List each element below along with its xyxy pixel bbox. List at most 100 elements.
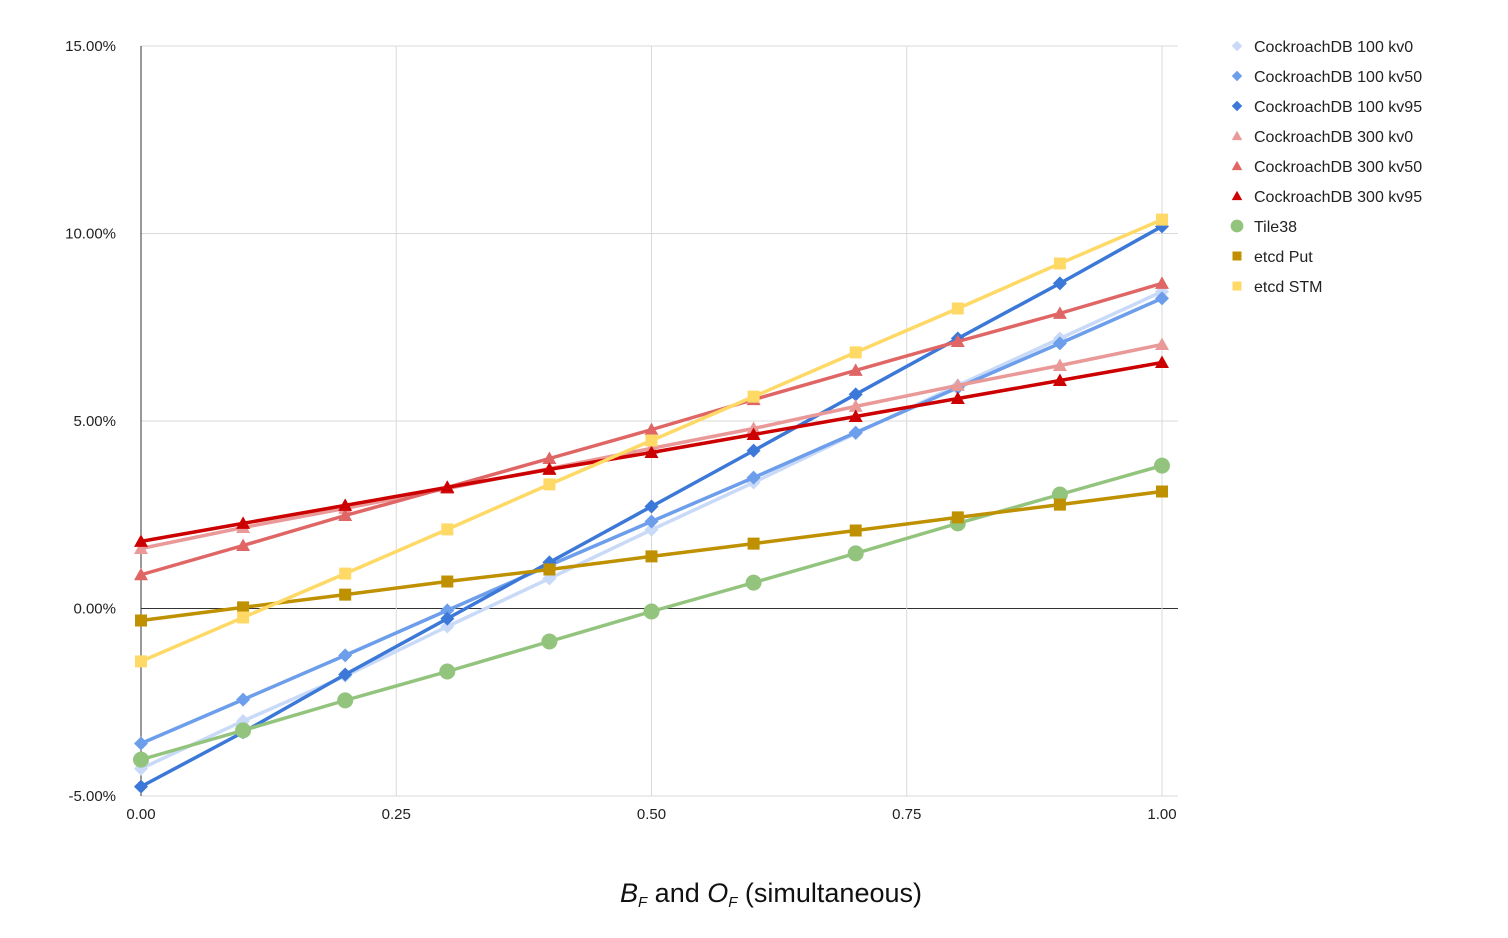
x-label-b: B [619,878,638,908]
legend-label: CockroachDB 100 kv95 [1254,99,1422,116]
x-label-o: O [707,878,729,908]
square-marker [1053,257,1066,270]
legend-label: CockroachDB 300 kv50 [1254,159,1422,176]
triangle-marker [848,363,863,376]
triangle-marker [236,516,251,529]
diamond-marker [848,387,863,402]
diamond-marker [644,522,659,537]
square-marker [135,614,147,627]
y-tick-label: 10.00% [65,226,116,243]
diamond-marker [1155,291,1169,306]
legend-item: CockroachDB 100 kv95 [1231,99,1422,116]
series-etcd-stm [135,213,1168,668]
legend-item: CockroachDB 300 kv95 [1231,189,1422,206]
diamond-marker [1052,336,1067,351]
diamond-marker [644,499,659,514]
legend-item: Tile38 [1230,219,1297,236]
series-etcd-put [135,485,1168,627]
legend-label: CockroachDB 100 kv0 [1254,39,1413,56]
x-label-b-sub: F [638,894,648,911]
square-marker [237,601,250,614]
series-cockroachdb-300-kv95 [134,355,1169,547]
diamond-marker [644,514,659,529]
diamond-marker [746,443,761,458]
diamond-marker [1052,276,1067,291]
triangle-marker [542,462,557,475]
triangle-marker [950,391,965,404]
circle-marker [847,545,864,562]
diamond-marker [440,611,455,626]
x-tick-label: 0.25 [382,806,411,823]
circle-marker [133,751,149,768]
square-marker [645,434,658,447]
triangle-marker [950,378,965,391]
square-marker [1232,281,1242,291]
triangle-marker [1231,130,1243,141]
y-tick-label: -5.00% [68,788,116,805]
triangle-marker [338,498,353,511]
diamond-marker [134,779,148,794]
circle-marker [1230,219,1244,233]
square-marker [849,524,862,537]
triangle-marker [1155,337,1169,350]
x-tick-label: 0.75 [892,806,921,823]
diamond-marker [236,692,251,707]
square-marker [441,575,454,588]
triangle-marker [1052,306,1067,319]
legend-item: CockroachDB 300 kv0 [1231,129,1413,146]
square-marker [543,563,556,576]
triangle-marker [1052,373,1067,386]
square-marker [1156,485,1168,498]
triangle-marker [134,567,148,581]
circle-marker [1051,486,1068,503]
triangle-marker [746,427,761,440]
triangle-marker [950,334,965,347]
circle-marker [643,603,660,620]
x-label-mid: and [647,878,708,908]
legend-label: etcd STM [1254,279,1322,296]
square-marker [339,567,352,580]
legend-label: CockroachDB 300 kv0 [1254,129,1413,146]
triangle-marker [236,538,251,551]
square-marker [951,302,964,315]
square-marker [1053,498,1066,511]
legend-item: CockroachDB 100 kv0 [1231,39,1413,56]
diamond-marker [1231,70,1243,82]
diamond-marker [746,470,761,485]
circle-marker [541,633,558,650]
circle-marker [745,574,762,591]
diamond-marker [848,425,863,440]
square-marker [951,511,964,524]
diamond-marker [1231,100,1243,112]
triangle-marker [848,399,863,412]
circle-marker [439,663,456,680]
diamond-marker [440,619,455,634]
triangle-marker [1155,276,1169,289]
circle-marker [235,722,252,739]
square-marker [747,537,760,550]
square-marker [1232,251,1242,261]
x-tick-label: 0.00 [126,806,155,823]
square-marker [747,390,760,403]
legend-label: CockroachDB 100 kv50 [1254,69,1422,86]
square-marker [339,588,352,601]
triangle-marker [644,445,659,458]
triangle-marker [1155,355,1169,368]
diamond-marker [1231,40,1243,52]
x-tick-label: 0.50 [637,806,666,823]
x-label-rest: (simultaneous) [737,878,922,908]
square-marker [849,346,862,359]
triangle-marker [1231,160,1243,171]
triangle-marker [542,451,557,464]
square-marker [1156,213,1168,226]
square-marker [441,523,454,536]
square-marker [645,550,658,563]
triangle-marker [134,534,148,547]
square-marker [237,611,250,624]
diamond-marker [338,667,353,682]
diamond-marker [440,603,455,618]
legend-label: Tile38 [1254,219,1297,236]
triangle-marker [848,409,863,422]
triangle-marker [1052,358,1067,371]
triangle-marker [644,422,659,436]
